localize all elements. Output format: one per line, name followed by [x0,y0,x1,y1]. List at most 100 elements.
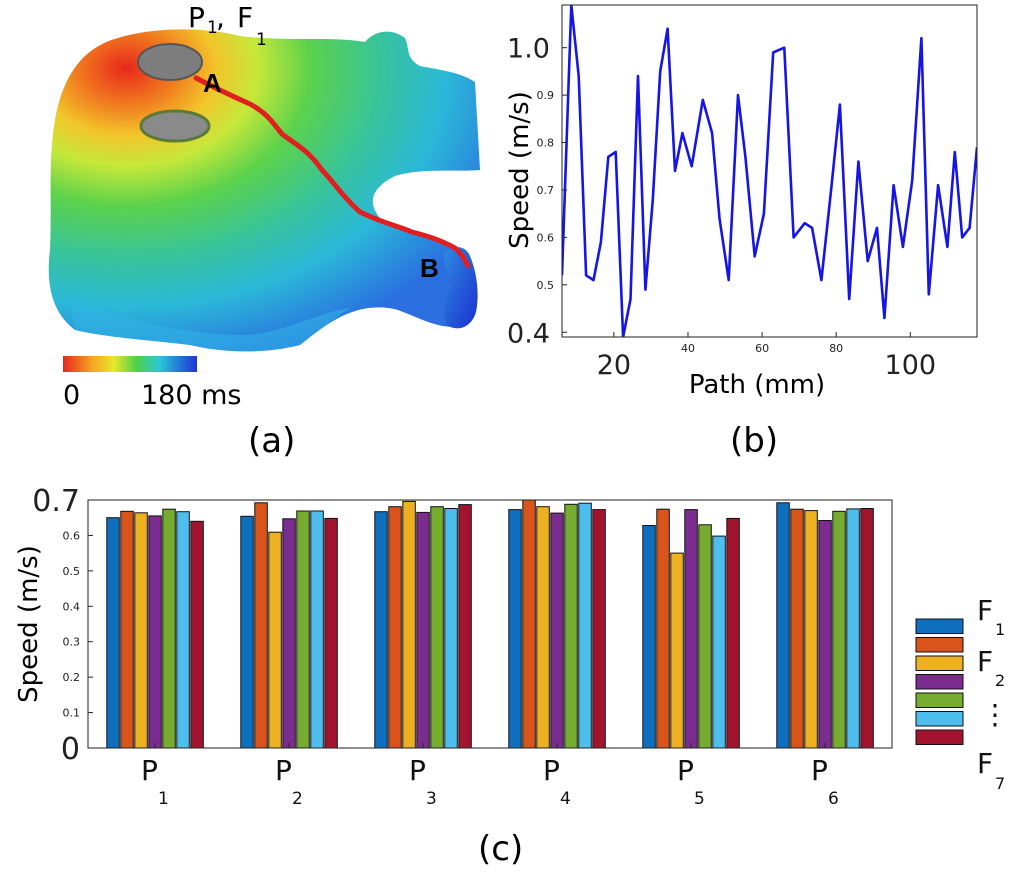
legend-label: F [977,645,993,678]
bar-f6-p1 [176,511,190,749]
speed-line-chart: Speed (m/s) 0.4 0.5 0.6 0.7 0.8 0.9 1.0 20 40 60 8… [505,4,978,461]
legend-swatch-f5 [915,692,964,708]
category-label: P [811,754,828,787]
title-separator: , [216,1,234,34]
bottom-shade [70,300,350,352]
legend-swatch-f3 [915,655,964,671]
bar-f7-p6 [860,508,874,749]
pulmonary-vein-opening-lower [139,109,211,143]
colorbar [63,356,197,372]
bar-f6-p6 [846,508,860,749]
point-b-label: B [420,253,439,283]
xtick-label-b: 40 [681,342,695,355]
category-label-sub: 2 [292,789,303,809]
bar-f2-p5 [656,508,670,749]
bar-f2-p3 [388,506,402,749]
legend-label: F [977,594,993,627]
bar-f5-p4 [564,503,578,749]
ytick-label-c: 0.3 [63,636,81,649]
bar-f2-p2 [254,502,268,749]
legend-swatch-f1 [915,618,964,634]
category-label: P [409,754,426,787]
title-f-sub: 1 [256,30,267,50]
bar-f4-p3 [416,511,430,749]
ytick-label-c: 0.5 [63,565,81,578]
colorbar-min-label: 0 [63,380,80,411]
legend-label-sub: 1 [995,620,1005,639]
bar-f3-p1 [134,512,148,749]
category-label-sub: 5 [694,789,705,809]
bar-f4-p1 [148,515,162,749]
bar-f5-p3 [430,506,444,749]
bar-f2-p6 [790,508,804,749]
bar-f5-p6 [832,510,846,749]
title-f: F [237,1,253,34]
ytick-label-b: 0.7 [537,184,555,197]
bar-f2-p4 [522,499,536,749]
bar-f4-p5 [684,509,698,749]
bar-f3-p4 [536,506,550,749]
bar-f6-p5 [712,535,726,749]
legend-swatch-f4 [915,674,964,690]
ytick-label-c: 0.2 [63,671,81,684]
xtick-label-b: 20 [597,350,631,381]
bar-f3-p3 [402,500,416,749]
ylabel-c: Speed (m/s) [14,545,44,703]
activation-map: P 1 , F 1 A B 0 180 ms (a) [48,1,480,461]
ytick-label-b: 0.4 [507,318,550,349]
bar-f1-p3 [374,511,388,749]
plot-frame-c [87,499,893,749]
plot-frame-b [561,4,978,338]
title-p: P [188,1,205,34]
bar-f1-p2 [240,515,254,749]
ytick-label-c: 0 [61,732,80,767]
ylabel-b: Speed (m/s) [505,91,535,249]
bar-f1-p6 [776,502,790,749]
category-label-sub: 6 [828,789,839,809]
atrium-surface [48,29,480,352]
legend-swatch-f7 [915,729,964,745]
xtick-label-b: 80 [829,342,843,355]
bar-f3-p2 [268,531,282,749]
title-p-sub: 1 [207,18,218,38]
ytick-label-c: 0.1 [63,707,81,720]
bar-f1-p5 [642,525,656,749]
ytick-label-b: 0.5 [537,279,555,292]
ytick-label-b: 0.6 [537,231,555,244]
ytick-label-b: 0.9 [537,89,555,102]
point-a-label: A [203,68,222,98]
category-label: P [677,754,694,787]
bar-f1-p1 [106,517,120,749]
xtick-label-b: 60 [755,342,769,355]
pulmonary-vein-opening-upper [137,43,203,81]
category-label-sub: 3 [426,789,437,809]
category-label-sub: 4 [560,789,571,809]
bar-f4-p4 [550,512,564,749]
bar-f3-p5 [670,552,684,749]
ytick-label-c: 0.6 [63,529,81,542]
bar-f4-p6 [818,520,832,749]
ytick-label-c: 0.4 [63,600,81,613]
bar-f7-p3 [458,504,472,749]
speed-bar-chart: Speed (m/s) 0 0.1 0.2 0.3 0.4 0.5 0.6 0.7 P 1 P 2 P… [14,484,1009,869]
panel-c-caption: (c) [478,829,523,869]
bar-f6-p3 [444,508,458,749]
ytick-label-c: 0.7 [32,484,80,519]
bar-f3-p6 [804,510,818,749]
category-label: P [543,754,560,787]
bar-f5-p2 [296,510,310,749]
xlabel-b: Path (mm) [689,370,825,400]
bar-f2-p1 [120,510,134,749]
legend-label-sub: 7 [995,774,1005,793]
bar-f7-p2 [324,517,338,749]
bar-f4-p2 [282,518,296,749]
legend-label-sub: 2 [995,671,1005,690]
bar-f5-p1 [162,508,176,749]
legend-label: F [977,747,993,780]
panel-b-caption: (b) [730,421,778,461]
xtick-label-b: 100 [885,350,937,381]
bar-f7-p4 [592,509,606,749]
bar-f6-p4 [578,502,592,749]
bar-f6-p2 [310,510,324,749]
